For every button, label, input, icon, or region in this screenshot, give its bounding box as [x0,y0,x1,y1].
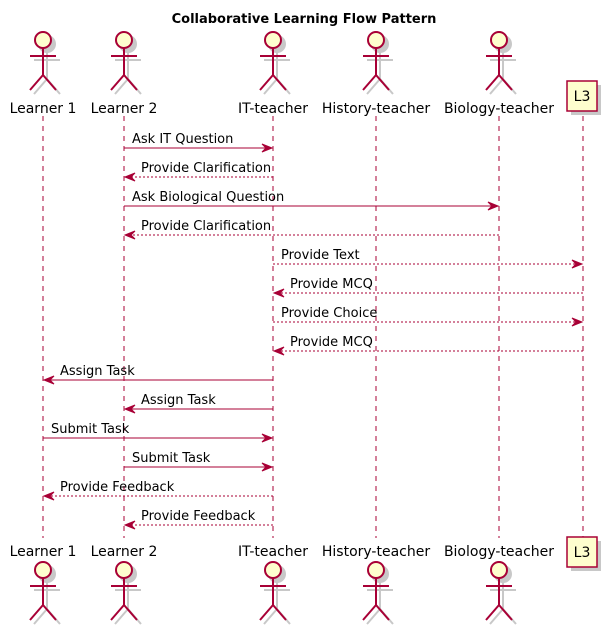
message-label: Submit Task [51,422,130,437]
actor-icon [259,561,287,621]
participant-name: History-teacher [322,101,430,117]
participant-name: IT-teacher [238,101,308,117]
arrowhead-icon [272,288,285,298]
participant-top-L1: Learner 1 [10,31,77,117]
actor-icon [110,31,138,91]
diagram-title: Collaborative Learning Flow Pattern [172,12,437,27]
participant-name: Learner 1 [10,101,77,117]
participant-bottom-IT: IT-teacher [238,544,308,625]
participant-bottom-L1: Learner 1 [10,544,77,625]
arrowhead-icon [123,172,136,182]
participant-name: History-teacher [322,544,430,560]
arrowhead-icon [261,433,274,443]
message-6: Provide MCQ [272,277,583,298]
message-label: Submit Task [132,451,211,466]
message-label: Assign Task [141,393,216,408]
arrowhead-icon [571,317,584,327]
message-label: Provide MCQ [290,335,373,350]
message-11: Submit Task [43,422,274,443]
arrowhead-icon [123,404,136,414]
message-5: Provide Text [273,248,584,269]
message-label: Provide Feedback [141,509,256,524]
actor-icon [29,31,57,91]
message-label: Provide Clarification [141,161,271,176]
arrowhead-icon [272,346,285,356]
message-label: Provide Text [281,248,360,263]
actor-icon [29,561,57,621]
message-label: Provide Choice [281,306,377,321]
participant-top-IT: IT-teacher [238,31,308,117]
arrowhead-icon [261,143,274,153]
participant-box [566,80,598,112]
message-label: Provide Clarification [141,219,271,234]
message-label: Assign Task [60,364,135,379]
actor-icon [485,31,513,91]
actor-icon [259,31,287,91]
participant-bottom-L3: L3 [566,536,601,571]
participant-name: Biology-teacher [444,101,554,117]
message-8: Provide MCQ [272,335,583,356]
message-3: Ask Biological Question [124,190,500,211]
arrowhead-icon [123,520,136,530]
actor-icon [485,561,513,621]
arrowhead-icon [261,462,274,472]
message-label: Provide MCQ [290,277,373,292]
message-label: Provide Feedback [60,480,175,495]
message-4: Provide Clarification [123,219,499,240]
participant-name: Learner 1 [10,544,77,560]
participant-name: L3 [574,89,591,105]
participant-name: Biology-teacher [444,544,554,560]
actor-icon [362,31,390,91]
message-label: Ask IT Question [132,132,233,147]
actor-icon [110,561,138,621]
participant-top-BT: Biology-teacher [444,31,554,117]
participant-name: IT-teacher [238,544,308,560]
participant-bottom-L2: Learner 2 [91,544,158,625]
message-1: Ask IT Question [124,132,274,153]
message-label: Ask Biological Question [132,190,284,205]
arrowhead-icon [571,259,584,269]
participant-name: Learner 2 [91,544,158,560]
participant-top-L2: Learner 2 [91,31,158,117]
participant-box [566,536,598,568]
participant-top-HT: History-teacher [322,31,430,117]
arrowhead-icon [42,375,55,385]
message-10: Assign Task [123,393,273,414]
participant-name: L3 [574,545,591,561]
message-9: Assign Task [42,364,273,385]
message-2: Provide Clarification [123,161,273,182]
arrowhead-icon [487,201,500,211]
message-12: Submit Task [124,451,274,472]
message-7: Provide Choice [273,306,584,327]
message-14: Provide Feedback [123,509,273,530]
arrowhead-icon [123,230,136,240]
arrowhead-icon [42,491,55,501]
message-13: Provide Feedback [42,480,273,501]
participant-top-L3: L3 [566,80,601,115]
participant-bottom-BT: Biology-teacher [444,544,554,625]
actor-icon [362,561,390,621]
participant-bottom-HT: History-teacher [322,544,430,625]
participant-name: Learner 2 [91,101,158,117]
